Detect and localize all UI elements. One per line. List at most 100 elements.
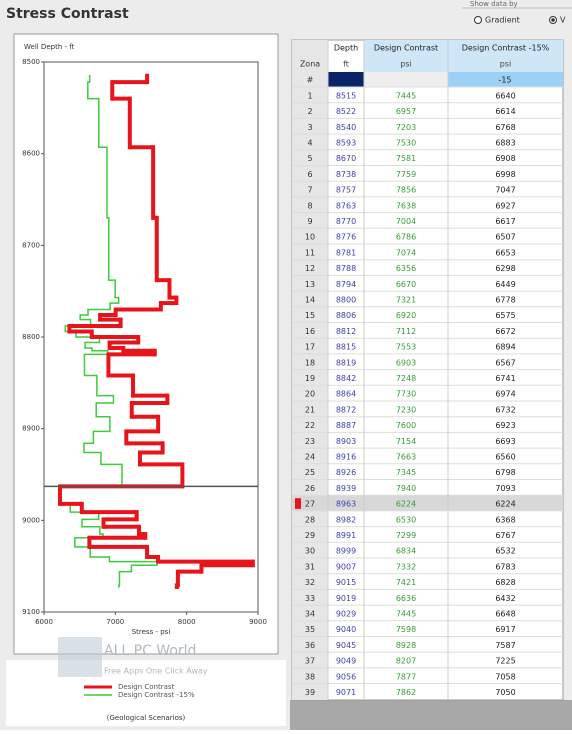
cell[interactable]: 8963 xyxy=(336,500,356,509)
cell[interactable]: 7600 xyxy=(396,421,416,430)
cell[interactable]: 6783 xyxy=(495,562,515,571)
cell[interactable]: 6530 xyxy=(396,515,416,524)
cell[interactable]: 8540 xyxy=(336,123,356,132)
cell[interactable]: 8593 xyxy=(336,138,356,147)
cell[interactable]: 32 xyxy=(305,578,315,587)
cell[interactable]: 8864 xyxy=(336,390,356,399)
cell[interactable]: 6786 xyxy=(396,233,416,242)
column-header[interactable]: Depth xyxy=(334,44,358,53)
cell[interactable]: 8670 xyxy=(336,154,356,163)
cell[interactable]: 6778 xyxy=(495,295,515,304)
cell[interactable]: 4 xyxy=(307,138,312,147)
cell[interactable]: 1 xyxy=(307,91,312,100)
cell[interactable]: 6532 xyxy=(495,547,515,556)
cell[interactable]: 9071 xyxy=(336,688,356,697)
cell[interactable]: 7581 xyxy=(396,154,416,163)
cell[interactable]: 9015 xyxy=(336,578,356,587)
cell[interactable]: 7638 xyxy=(396,201,416,210)
cell[interactable]: 6903 xyxy=(396,358,416,367)
cell[interactable]: 30 xyxy=(305,547,315,556)
cell[interactable]: 6957 xyxy=(396,107,416,116)
cell[interactable]: 7004 xyxy=(396,217,416,226)
cell[interactable]: 6575 xyxy=(495,311,515,320)
cell[interactable]: 8738 xyxy=(336,170,356,179)
cell[interactable]: 11 xyxy=(305,248,315,257)
cell[interactable]: 8926 xyxy=(336,468,356,477)
cell[interactable]: 6672 xyxy=(495,327,515,336)
cell[interactable]: 7248 xyxy=(396,374,416,383)
cell[interactable]: 8800 xyxy=(336,295,356,304)
cell[interactable]: 7074 xyxy=(396,248,416,257)
cell[interactable]: 6653 xyxy=(495,248,515,257)
cell[interactable]: 6432 xyxy=(495,594,515,603)
cell[interactable]: 15 xyxy=(305,311,315,320)
cell[interactable]: 6368 xyxy=(495,515,515,524)
radio-gradient[interactable] xyxy=(474,16,482,24)
cell[interactable]: 8815 xyxy=(336,343,356,352)
cell[interactable]: 20 xyxy=(305,390,315,399)
cell[interactable]: 8763 xyxy=(336,201,356,210)
radio-label[interactable]: Gradient xyxy=(485,16,520,25)
cell[interactable]: 8806 xyxy=(336,311,356,320)
cell[interactable]: 6670 xyxy=(396,280,416,289)
cell[interactable]: 6449 xyxy=(495,280,515,289)
cell[interactable]: 26 xyxy=(305,484,315,493)
cell[interactable]: 7445 xyxy=(396,91,416,100)
cell[interactable]: 8903 xyxy=(336,437,356,446)
cell[interactable]: 8842 xyxy=(336,374,356,383)
cell[interactable]: 5 xyxy=(307,154,312,163)
cell[interactable]: 7877 xyxy=(396,672,416,681)
cell[interactable]: 6768 xyxy=(495,123,515,132)
cell[interactable]: 7663 xyxy=(396,452,416,461)
cell[interactable]: 7530 xyxy=(396,138,416,147)
cell[interactable]: 8999 xyxy=(336,547,356,556)
cell[interactable]: 38 xyxy=(305,672,315,681)
cell[interactable]: 10 xyxy=(305,233,315,242)
cell[interactable]: 7587 xyxy=(495,641,515,650)
cell[interactable]: 8939 xyxy=(336,484,356,493)
cell[interactable]: 37 xyxy=(305,657,315,666)
cell[interactable]: 7 xyxy=(307,186,312,195)
cell[interactable]: 7856 xyxy=(396,186,416,195)
cell[interactable]: 7230 xyxy=(396,405,416,414)
cell[interactable]: 34 xyxy=(305,609,315,618)
cell[interactable]: 8819 xyxy=(336,358,356,367)
cell[interactable]: 6741 xyxy=(495,374,515,383)
cell[interactable]: 3 xyxy=(307,123,312,132)
cell[interactable]: 35 xyxy=(305,625,315,634)
cell[interactable]: 7299 xyxy=(396,531,416,540)
cell[interactable]: 7862 xyxy=(396,688,416,697)
cell[interactable]: 33 xyxy=(305,594,315,603)
cell[interactable]: 7553 xyxy=(396,343,416,352)
cell[interactable]: 8788 xyxy=(336,264,356,273)
cell[interactable]: 36 xyxy=(305,641,315,650)
cell[interactable]: 6908 xyxy=(495,154,515,163)
cell[interactable]: 6923 xyxy=(495,421,515,430)
cell[interactable]: 6894 xyxy=(495,343,515,352)
cell[interactable]: 8776 xyxy=(336,233,356,242)
radio-label[interactable]: V xyxy=(560,16,566,25)
cell[interactable]: 8515 xyxy=(336,91,356,100)
cell[interactable]: 8887 xyxy=(336,421,356,430)
cell[interactable]: 23 xyxy=(305,437,315,446)
cell[interactable]: 7093 xyxy=(495,484,515,493)
cell[interactable]: 8 xyxy=(307,201,312,210)
cell[interactable]: 6560 xyxy=(495,452,515,461)
cell[interactable]: 6614 xyxy=(495,107,515,116)
cell[interactable]: 19 xyxy=(305,374,315,383)
cell[interactable]: 7112 xyxy=(396,327,416,336)
cell[interactable]: 13 xyxy=(305,280,315,289)
column-header[interactable]: Design Contrast xyxy=(374,44,438,53)
cell[interactable]: 8982 xyxy=(336,515,356,524)
cell[interactable]: 8781 xyxy=(336,248,356,257)
cell[interactable]: 7445 xyxy=(396,609,416,618)
cell[interactable]: 9019 xyxy=(336,594,356,603)
cell[interactable]: 6917 xyxy=(495,625,515,634)
cell[interactable]: 7730 xyxy=(396,390,416,399)
cell[interactable]: 9040 xyxy=(336,625,356,634)
cell[interactable]: 7759 xyxy=(396,170,416,179)
cell[interactable]: 16 xyxy=(305,327,315,336)
cell[interactable]: 6636 xyxy=(396,594,416,603)
cell[interactable]: 7154 xyxy=(396,437,416,446)
cell[interactable]: 27 xyxy=(305,500,315,509)
